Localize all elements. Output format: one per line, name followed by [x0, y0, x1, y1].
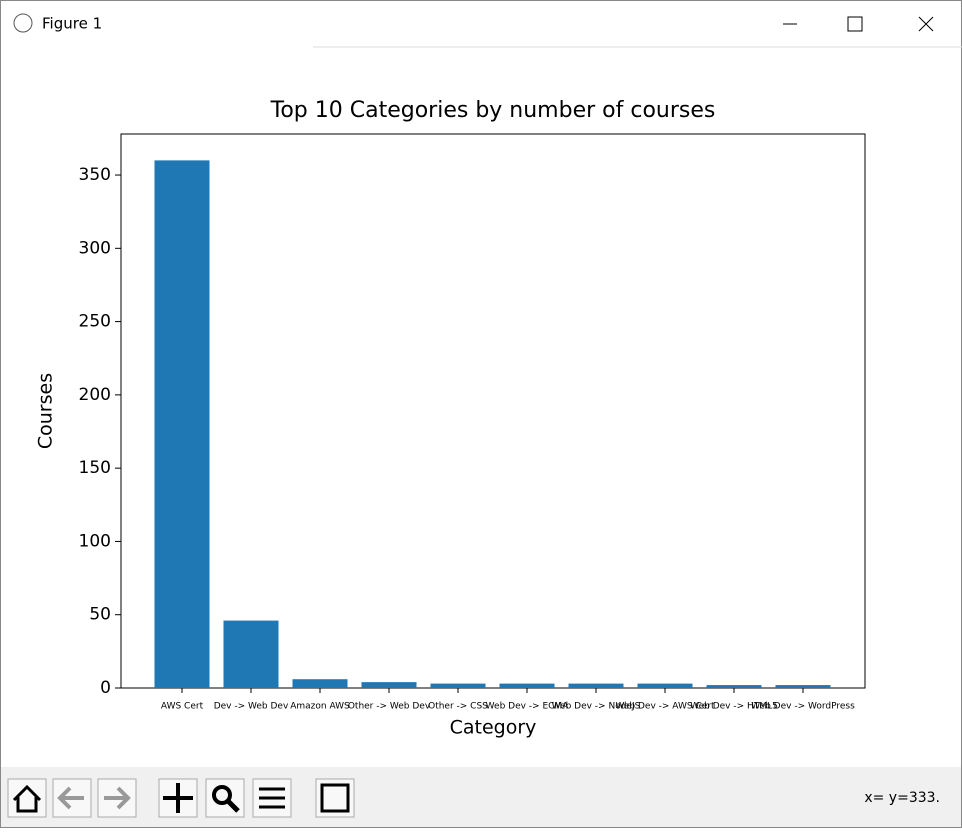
bar: [223, 620, 279, 688]
x-tick-label: Amazon AWS: [290, 702, 350, 712]
y-tick-label: 350: [79, 165, 111, 185]
y-tick-label: 250: [79, 312, 111, 332]
configure-icon: [259, 787, 285, 809]
bar: [706, 685, 762, 688]
x-tick-label: Web Dev -> WordPress: [751, 702, 855, 712]
pan-icon: [163, 783, 193, 813]
bar: [430, 683, 486, 688]
y-tick-label: 0: [100, 678, 111, 698]
plot: 0 50 100 150 200 250 300 350 AWS Cert Dev -> Web …: [79, 160, 855, 712]
y-tick-label: 300: [79, 238, 111, 258]
status-text: x= y=333.: [864, 790, 940, 806]
maximize-button[interactable]: [847, 16, 863, 32]
bar: [292, 679, 348, 688]
x-tick-label: AWS Cert: [161, 702, 204, 712]
y-tick-label: 200: [79, 385, 111, 405]
x-tick-label: Other -> Web Dev: [348, 702, 431, 712]
y-tick-label: 100: [79, 531, 111, 551]
save-icon: [320, 783, 350, 813]
bar: [499, 683, 555, 688]
x-axis-label: Category: [450, 717, 537, 739]
bar: [361, 682, 417, 688]
bar: [154, 160, 210, 688]
x-tick-label: Web Dev -> AWS Cert: [616, 702, 715, 712]
bar: [775, 685, 831, 688]
forward-icon: [104, 786, 131, 810]
x-tick-label: Web Dev -> HTML5: [690, 702, 778, 712]
y-tick-label: 50: [89, 605, 111, 625]
bar: [637, 683, 693, 688]
plot-frame: [120, 133, 866, 689]
zoom-button[interactable]: [205, 778, 245, 818]
close-button[interactable]: [918, 16, 934, 32]
home-icon: [12, 784, 42, 813]
x-tick-label: Web Dev -> ECMA: [486, 702, 570, 712]
app-icon: [13, 13, 33, 33]
bar: [568, 683, 624, 688]
chart-title: Top 10 Categories by number of courses: [270, 98, 716, 123]
y-axis-label: Courses: [35, 373, 57, 449]
back-icon: [57, 786, 84, 810]
x-tick-label: Other -> CSS: [428, 702, 488, 712]
zoom-icon: [212, 785, 232, 805]
window-title: Figure 1: [42, 15, 102, 33]
toolbar: [1, 767, 961, 827]
y-tick-label: 150: [79, 458, 111, 478]
x-tick-label: Web Dev -> NodeJS: [552, 702, 641, 712]
zoom-handle: [226, 799, 240, 813]
x-tick-label: Dev -> Web Dev: [214, 702, 289, 712]
